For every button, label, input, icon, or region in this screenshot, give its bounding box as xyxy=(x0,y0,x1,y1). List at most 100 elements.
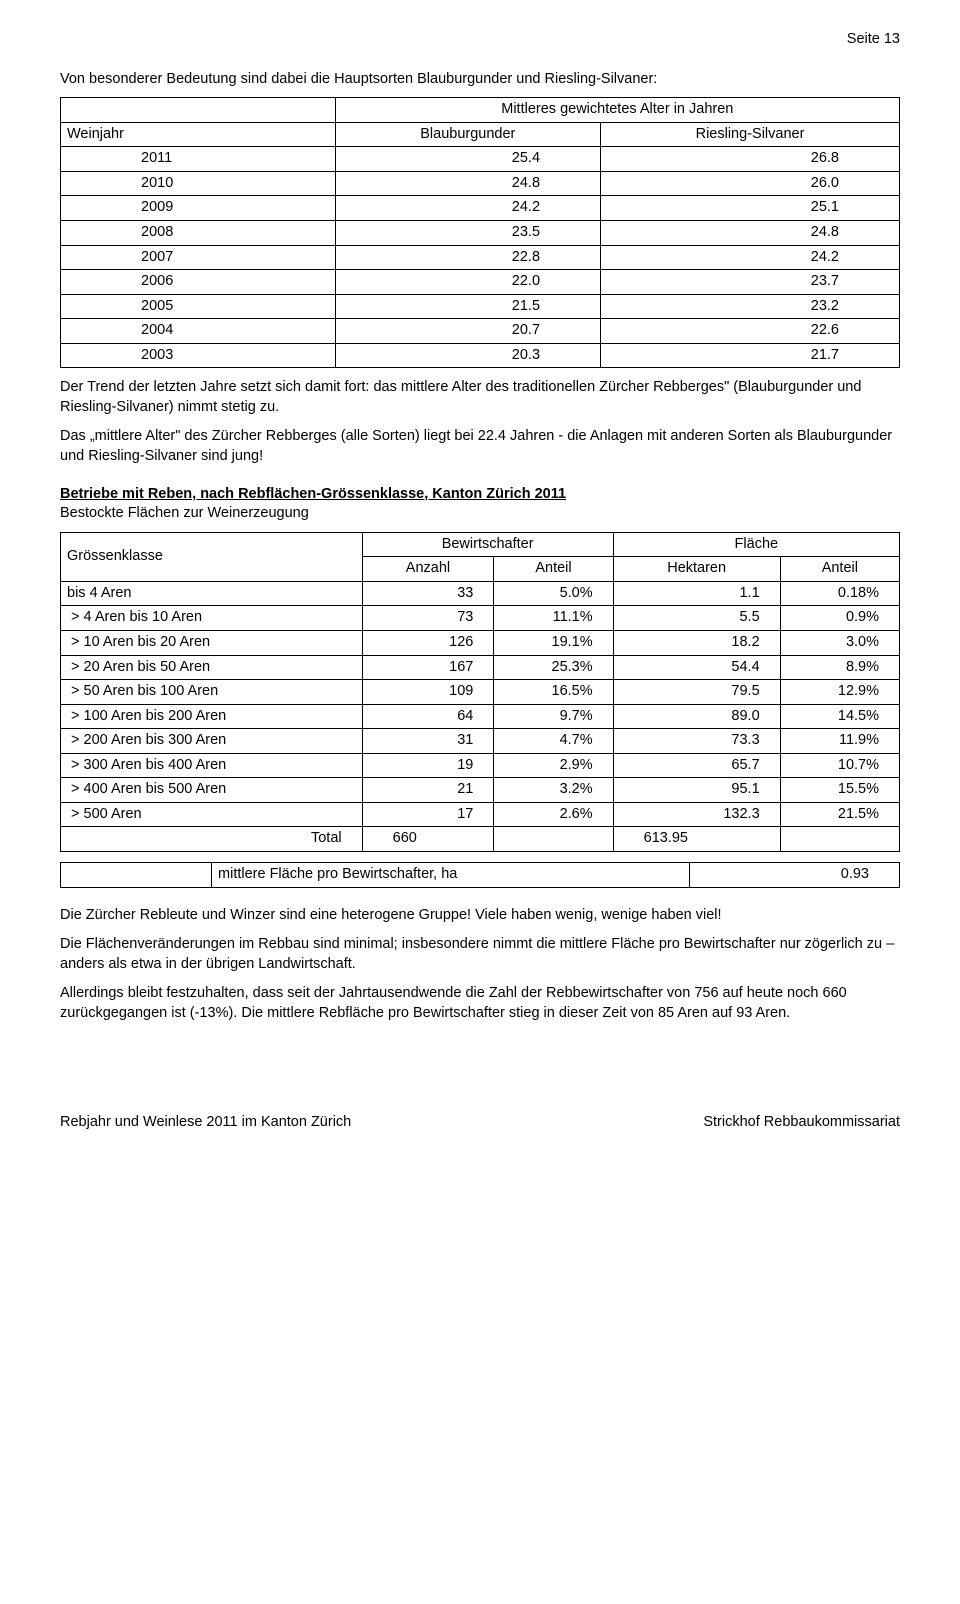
bb-cell: 20.3 xyxy=(335,343,600,368)
bb-cell: 23.5 xyxy=(335,220,600,245)
anteil1-cell: 25.3% xyxy=(494,655,613,680)
anzahl-cell: 33 xyxy=(362,581,494,606)
bb-cell: 21.5 xyxy=(335,294,600,319)
klasse-label: bis 4 Aren xyxy=(61,581,363,606)
table-row: > 50 Aren bis 100 Aren10916.5%79.512.9% xyxy=(61,680,900,705)
klasse-label: > 200 Aren bis 300 Aren xyxy=(61,729,363,754)
paragraph-trend: Der Trend der letzten Jahre setzt sich d… xyxy=(60,378,900,417)
anteil2-cell: 10.7% xyxy=(780,753,899,778)
paragraph-flaechenveraenderung: Die Flächenveränderungen im Rebbau sind … xyxy=(60,935,900,974)
table-row: 200823.524.8 xyxy=(61,220,900,245)
year-cell: 2011 xyxy=(61,147,336,172)
total-empty1 xyxy=(494,827,613,852)
paragraph-allerdings: Allerdings bleibt festzuhalten, dass sei… xyxy=(60,984,900,1023)
total-hektaren: 613.95 xyxy=(613,827,780,852)
anzahl-cell: 109 xyxy=(362,680,494,705)
klasse-label: > 400 Aren bis 500 Aren xyxy=(61,778,363,803)
table-row: 200320.321.7 xyxy=(61,343,900,368)
empty-cell xyxy=(61,98,336,123)
rs-cell: 23.2 xyxy=(601,294,900,319)
anteil2-cell: 0.9% xyxy=(780,606,899,631)
table-row: 200924.225.1 xyxy=(61,196,900,221)
mittlere-flaeche-table: mittlere Fläche pro Bewirtschafter, ha 0… xyxy=(60,862,900,888)
paragraph-mittleres-alter: Das „mittlere Alter" des Zürcher Rebberg… xyxy=(60,427,900,466)
bb-cell: 22.8 xyxy=(335,245,600,270)
anteil2-cell: 0.18% xyxy=(780,581,899,606)
bb-cell: 20.7 xyxy=(335,319,600,344)
anteil1-cell: 4.7% xyxy=(494,729,613,754)
anteil1-cell: 11.1% xyxy=(494,606,613,631)
mid-label: mittlere Fläche pro Bewirtschafter, ha xyxy=(212,863,690,888)
table-row: > 4 Aren bis 10 Aren7311.1%5.50.9% xyxy=(61,606,900,631)
year-cell: 2009 xyxy=(61,196,336,221)
rs-cell: 22.6 xyxy=(601,319,900,344)
table-row: > 100 Aren bis 200 Aren649.7%89.014.5% xyxy=(61,704,900,729)
anteil2-cell: 14.5% xyxy=(780,704,899,729)
col-anteil1: Anteil xyxy=(494,557,613,582)
anteil2-cell: 15.5% xyxy=(780,778,899,803)
table-row: 200521.523.2 xyxy=(61,294,900,319)
anzahl-cell: 19 xyxy=(362,753,494,778)
bb-cell: 24.8 xyxy=(335,171,600,196)
bb-cell: 22.0 xyxy=(335,270,600,295)
hekt-cell: 95.1 xyxy=(613,778,780,803)
year-cell: 2004 xyxy=(61,319,336,344)
anzahl-cell: 64 xyxy=(362,704,494,729)
klasse-label: > 10 Aren bis 20 Aren xyxy=(61,630,363,655)
rs-cell: 26.8 xyxy=(601,147,900,172)
anteil2-cell: 3.0% xyxy=(780,630,899,655)
rs-cell: 21.7 xyxy=(601,343,900,368)
year-cell: 2007 xyxy=(61,245,336,270)
anzahl-cell: 21 xyxy=(362,778,494,803)
anteil1-cell: 19.1% xyxy=(494,630,613,655)
hekt-cell: 1.1 xyxy=(613,581,780,606)
bb-cell: 24.2 xyxy=(335,196,600,221)
anzahl-cell: 31 xyxy=(362,729,494,754)
total-anzahl: 660 xyxy=(362,827,494,852)
year-cell: 2008 xyxy=(61,220,336,245)
col-blauburgunder: Blauburgunder xyxy=(335,122,600,147)
klasse-label: > 20 Aren bis 50 Aren xyxy=(61,655,363,680)
col-anzahl: Anzahl xyxy=(362,557,494,582)
anteil1-cell: 16.5% xyxy=(494,680,613,705)
col-flaeche: Fläche xyxy=(613,532,899,557)
hekt-cell: 54.4 xyxy=(613,655,780,680)
klasse-label: > 100 Aren bis 200 Aren xyxy=(61,704,363,729)
hekt-cell: 18.2 xyxy=(613,630,780,655)
alter-header-span: Mittleres gewichtetes Alter in Jahren xyxy=(335,98,899,123)
anzahl-cell: 17 xyxy=(362,802,494,827)
klasse-label: > 4 Aren bis 10 Aren xyxy=(61,606,363,631)
anteil1-cell: 5.0% xyxy=(494,581,613,606)
rs-cell: 24.2 xyxy=(601,245,900,270)
anteil1-cell: 2.6% xyxy=(494,802,613,827)
table-row: > 200 Aren bis 300 Aren314.7%73.311.9% xyxy=(61,729,900,754)
rs-cell: 26.0 xyxy=(601,171,900,196)
col-hektaren: Hektaren xyxy=(613,557,780,582)
klasse-label: > 500 Aren xyxy=(61,802,363,827)
hekt-cell: 73.3 xyxy=(613,729,780,754)
year-cell: 2005 xyxy=(61,294,336,319)
intro-paragraph: Von besonderer Bedeutung sind dabei die … xyxy=(60,70,900,90)
klasse-label: > 50 Aren bis 100 Aren xyxy=(61,680,363,705)
table-row: 200722.824.2 xyxy=(61,245,900,270)
paragraph-heterogen: Die Zürcher Rebleute und Winzer sind ein… xyxy=(60,906,900,926)
anzahl-cell: 167 xyxy=(362,655,494,680)
table-row: 200420.722.6 xyxy=(61,319,900,344)
anteil2-cell: 21.5% xyxy=(780,802,899,827)
page-number: Seite 13 xyxy=(60,30,900,50)
year-cell: 2003 xyxy=(61,343,336,368)
section-title: Betriebe mit Reben, nach Rebflächen-Grös… xyxy=(60,485,900,505)
table-row: > 500 Aren172.6%132.321.5% xyxy=(61,802,900,827)
anzahl-cell: 126 xyxy=(362,630,494,655)
hekt-cell: 79.5 xyxy=(613,680,780,705)
year-cell: 2010 xyxy=(61,171,336,196)
anteil1-cell: 3.2% xyxy=(494,778,613,803)
anteil2-cell: 8.9% xyxy=(780,655,899,680)
table-row: 200622.023.7 xyxy=(61,270,900,295)
section-subtitle: Bestockte Flächen zur Weinerzeugung xyxy=(60,504,900,524)
bb-cell: 25.4 xyxy=(335,147,600,172)
rs-cell: 25.1 xyxy=(601,196,900,221)
table-row: 201125.426.8 xyxy=(61,147,900,172)
table-row: > 10 Aren bis 20 Aren12619.1%18.23.0% xyxy=(61,630,900,655)
anteil2-cell: 12.9% xyxy=(780,680,899,705)
